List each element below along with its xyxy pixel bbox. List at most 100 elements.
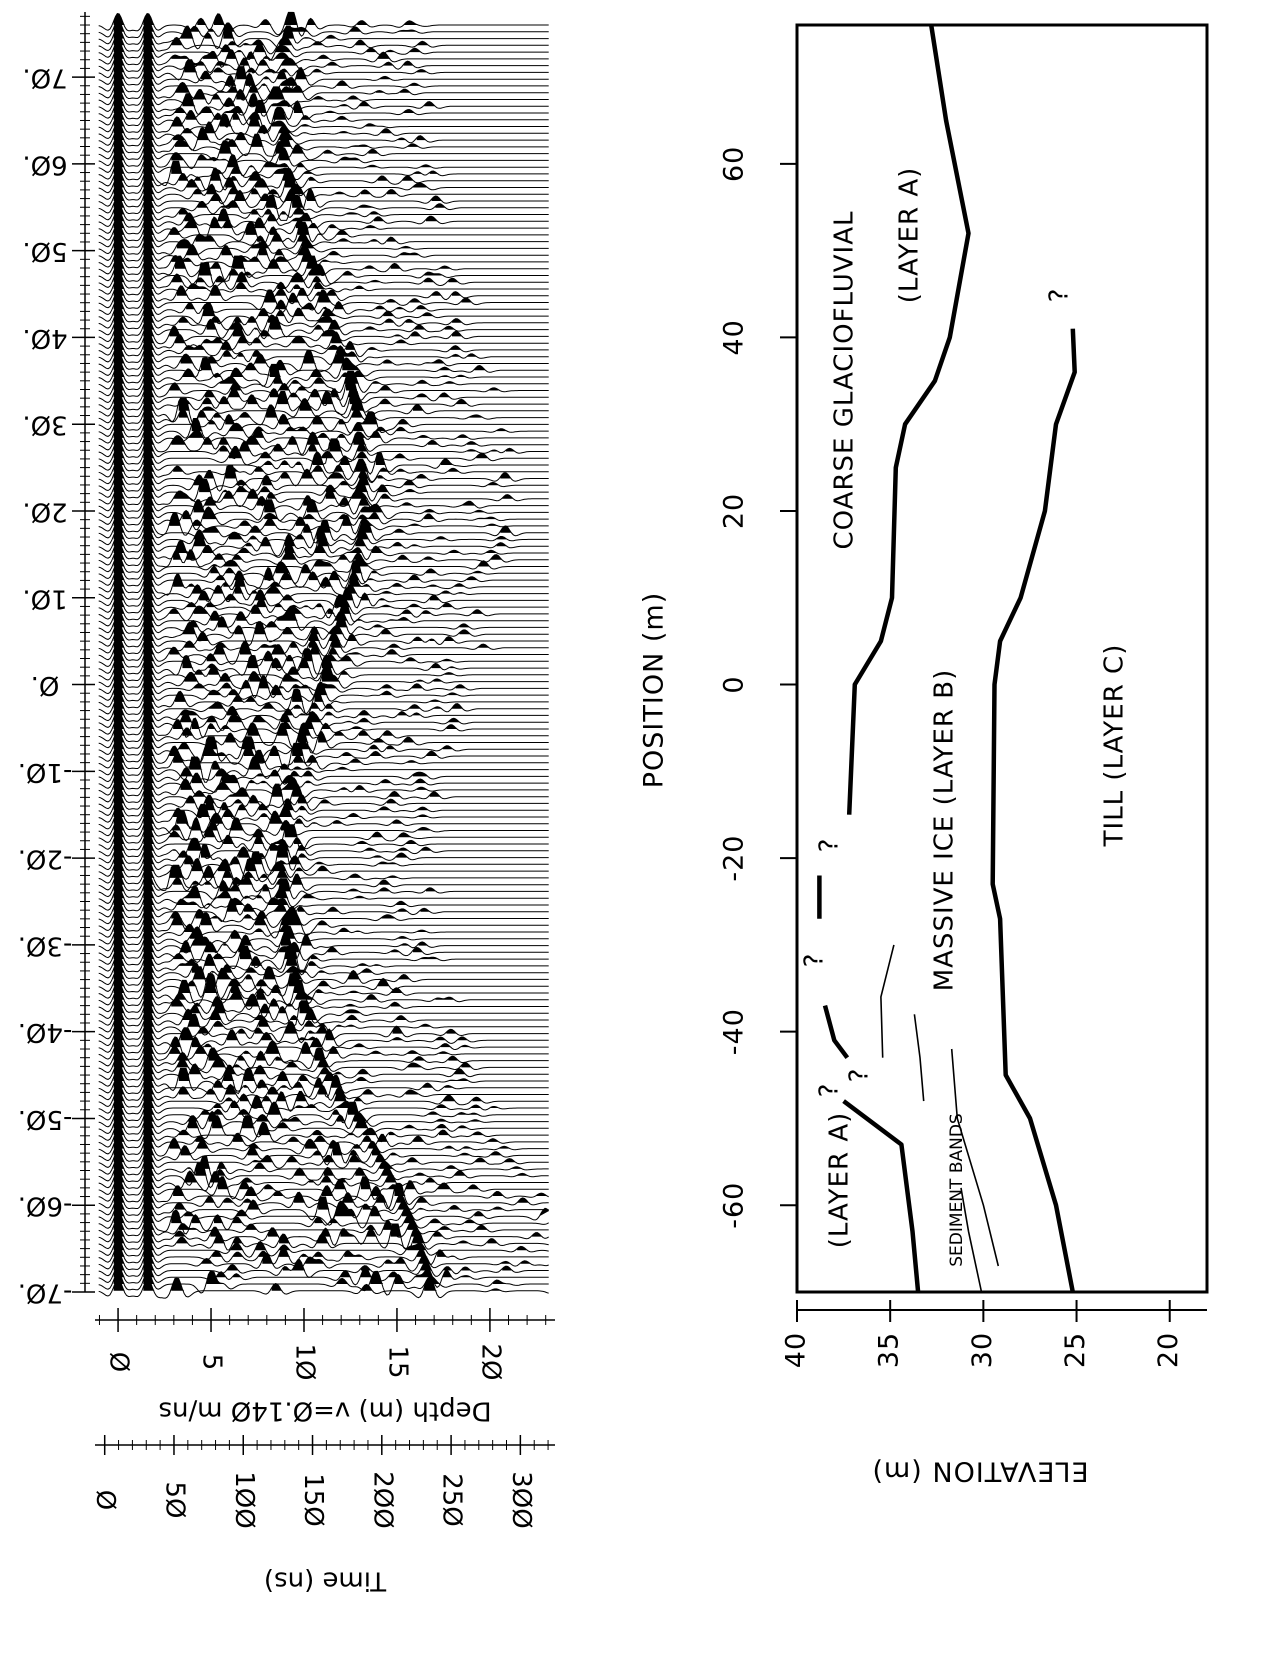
trace-fill: [113, 168, 415, 181]
trace: [98, 99, 549, 126]
trace: [98, 11, 549, 37]
trace: [98, 236, 549, 255]
trace: [98, 771, 549, 793]
boundary-line: [913, 1014, 925, 1102]
trace-fill: [113, 851, 399, 865]
trace: [98, 133, 549, 157]
trace-fill: [113, 222, 348, 235]
trace-fill: [113, 1163, 529, 1176]
trace: [98, 587, 549, 609]
annotation: COARSE GLACIOFLUVIAL: [830, 211, 860, 550]
trace: [98, 872, 549, 893]
trace: [98, 810, 549, 835]
trace-fill: [113, 784, 441, 797]
trace-fill: [113, 20, 419, 32]
trace: [98, 844, 549, 871]
trace-fill: [113, 479, 417, 493]
trace: [98, 594, 549, 619]
trace-fill: [113, 147, 361, 161]
trace: [98, 370, 549, 394]
trace-fill: [113, 473, 501, 486]
y-tick-label: -7Ø.: [18, 1278, 73, 1308]
trace-fill: [113, 520, 512, 533]
plot-frame: [795, 23, 1209, 1294]
trace: [98, 486, 549, 508]
annotation: ?: [800, 953, 830, 968]
trace: [98, 824, 549, 851]
trace-fill: [113, 988, 456, 1000]
x2-tick-label: 1ØØ: [229, 1471, 259, 1528]
trace: [98, 607, 549, 631]
trace-fill: [113, 418, 508, 432]
trace: [98, 952, 549, 976]
position-tick-label: -20: [719, 835, 750, 882]
trace-fill: [113, 811, 404, 824]
trace-fill: [113, 669, 443, 682]
trace-fill: [113, 980, 404, 993]
trace-fill: [113, 717, 458, 729]
trace-fill: [113, 1150, 518, 1163]
position-tick-label: -60: [719, 1182, 750, 1229]
y-tick-label: 3Ø.: [22, 410, 67, 440]
trace: [98, 696, 549, 715]
trace-fill: [113, 1142, 503, 1156]
trace: [98, 384, 549, 408]
trace-fill: [113, 1102, 480, 1115]
position-tick-label: 0: [719, 675, 750, 693]
x-tick-label: Ø: [104, 1352, 134, 1372]
trace: [98, 885, 549, 909]
elevation-tick-label: 30: [967, 1332, 998, 1368]
trace: [98, 1000, 549, 1027]
annotation: ?: [815, 838, 845, 853]
trace-fill: [113, 526, 508, 540]
trace-fill: [113, 845, 410, 858]
trace-fill: [113, 682, 460, 696]
trace: [98, 194, 549, 221]
boundary-line: [880, 944, 895, 1058]
trace: [98, 147, 549, 170]
trace: [98, 499, 549, 522]
trace-fill: [113, 487, 514, 499]
y-tick-label: 2Ø.: [22, 496, 67, 526]
trace: [98, 1251, 549, 1272]
y-tick-label: 6Ø.: [22, 149, 67, 179]
trace: [98, 397, 549, 424]
trace-fill: [113, 824, 413, 838]
boundary-line: [990, 328, 1077, 1293]
trace-fill: [113, 1230, 499, 1244]
trace-fill: [113, 994, 402, 1007]
x2-tick-label: 5Ø: [159, 1481, 189, 1518]
trace-fill: [113, 548, 503, 560]
trace-fill: [113, 446, 490, 459]
trace-fill: [113, 912, 330, 926]
trace-fill: [113, 966, 412, 980]
trace-fill: [113, 174, 428, 188]
trace: [98, 756, 549, 783]
trace-fill: [113, 59, 428, 73]
trace-fill: [113, 12, 419, 25]
trace-fill: [113, 1130, 501, 1142]
trace: [98, 174, 549, 198]
trace-fill: [113, 317, 456, 330]
position-tick-label: 60: [719, 146, 750, 182]
elevation-tick-label: 25: [1060, 1332, 1091, 1368]
trace-fill: [113, 216, 378, 229]
trace-fill: [113, 710, 462, 723]
x2-tick-label: 3ØØ: [506, 1471, 536, 1528]
y-tick-label: -2Ø.: [18, 844, 73, 874]
trace: [98, 187, 549, 214]
trace: [98, 357, 549, 379]
annotation: MASSIVE ICE (LAYER B): [930, 669, 960, 992]
elevation-tick-label: 35: [874, 1332, 905, 1368]
trace: [98, 742, 549, 770]
trace: [98, 1265, 549, 1289]
trace-fill: [113, 250, 337, 262]
trace-fill: [113, 540, 499, 553]
trace: [98, 113, 549, 136]
trace-fill: [113, 764, 428, 777]
trace-fill: [113, 1259, 514, 1271]
trace-fill: [113, 432, 478, 445]
trace-fill: [113, 1041, 451, 1054]
trace-fill: [113, 865, 400, 878]
trace-fill: [113, 357, 486, 371]
